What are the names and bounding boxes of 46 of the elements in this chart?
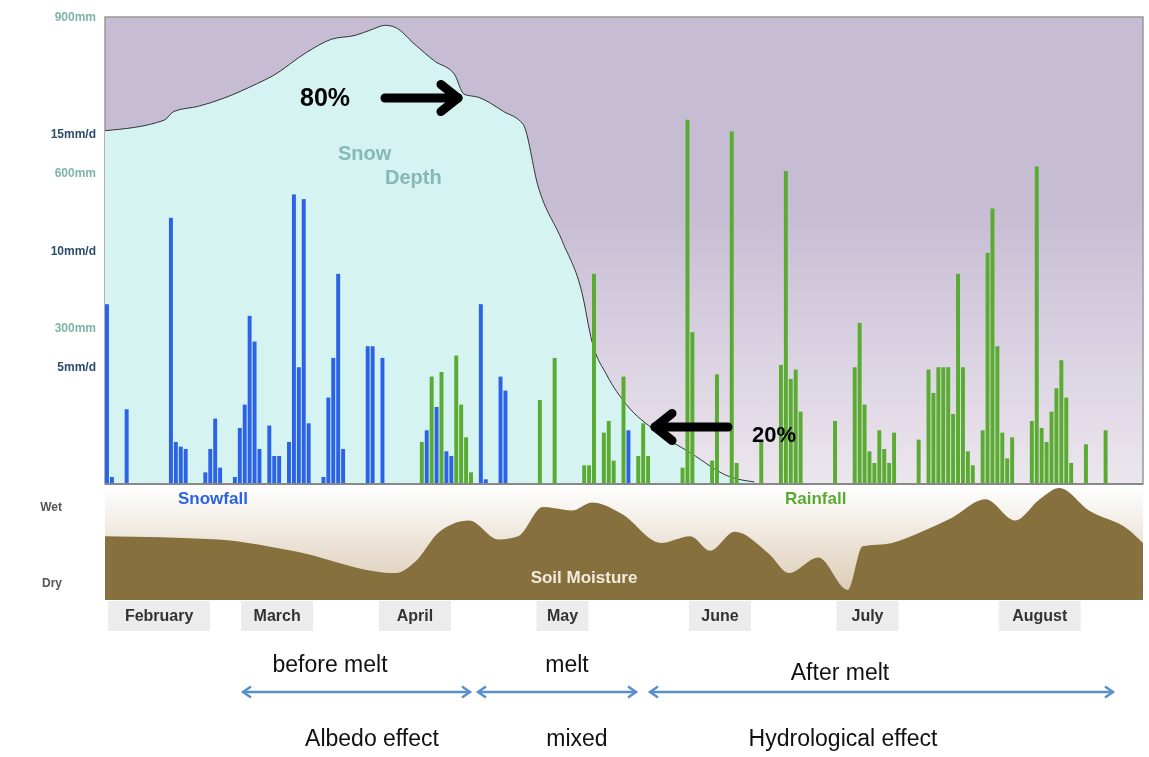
y-tick-label: 15mm/d <box>50 126 96 141</box>
text: Wet <box>40 500 62 514</box>
y2-tick-label: 300mm <box>54 321 96 336</box>
bar <box>380 357 385 484</box>
bar <box>537 399 542 484</box>
text: mixed <box>546 725 608 751</box>
bar <box>434 406 439 484</box>
series-label: Soil Moisture <box>530 568 638 587</box>
x-tick-label: May <box>546 607 579 624</box>
series-label: Snow Depth <box>338 142 442 188</box>
text: After melt <box>790 659 890 685</box>
x-tick-label: April <box>396 607 434 624</box>
bar <box>833 420 838 484</box>
bar <box>454 355 459 484</box>
bar <box>419 441 424 484</box>
y2-tick-label: 900mm <box>54 10 96 24</box>
bar <box>626 430 631 484</box>
x-tick-label: August <box>1012 607 1068 624</box>
x-tick-label: July <box>851 607 884 624</box>
bar <box>1103 430 1108 484</box>
text: Hydrological effect <box>748 725 938 751</box>
text: Dry <box>41 576 63 590</box>
series-label: Snowfall <box>178 489 248 508</box>
bar <box>444 451 449 484</box>
text: Albedo effect <box>305 725 440 751</box>
bar <box>370 346 375 484</box>
bar <box>429 376 434 484</box>
bar <box>759 441 764 484</box>
y-tick-label: 10mm/d <box>50 243 96 258</box>
bar <box>685 119 690 484</box>
x-tick-label: June <box>701 607 739 624</box>
text: before melt <box>272 651 389 677</box>
bar <box>552 357 557 484</box>
bar <box>916 439 921 484</box>
bar <box>990 208 995 484</box>
bar <box>582 465 587 484</box>
annotation: 80% <box>300 83 351 111</box>
x-tick-label: February <box>124 607 194 624</box>
text: melt <box>545 651 590 677</box>
bar <box>267 425 272 484</box>
bar <box>1083 444 1088 484</box>
x-tick-label: March <box>253 607 301 624</box>
y-tick-label: 5mm/d <box>57 360 96 375</box>
y2-tick-label: 600mm <box>54 165 96 180</box>
series-label: Rainfall <box>785 489 847 508</box>
bar <box>424 430 429 484</box>
